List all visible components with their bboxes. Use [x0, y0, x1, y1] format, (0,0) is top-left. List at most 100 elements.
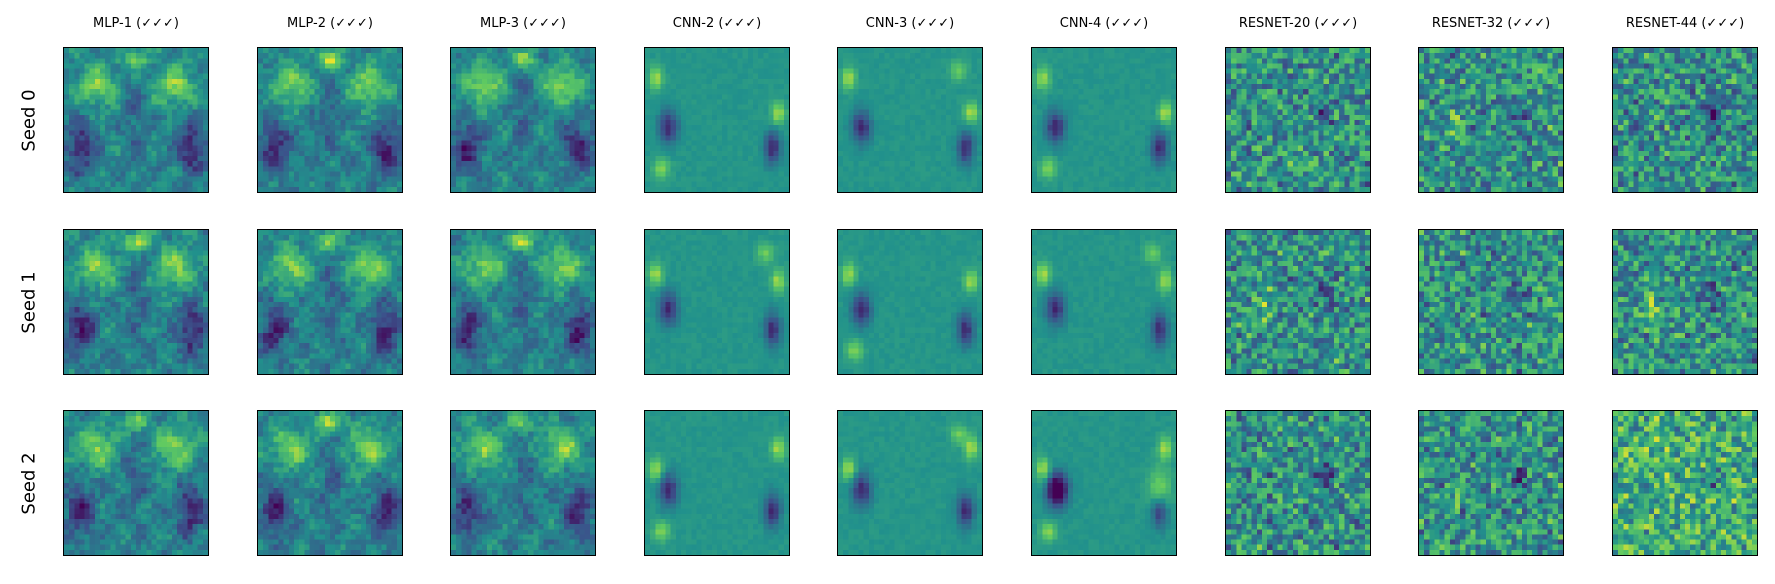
heatmap-cell: [589, 186, 595, 192]
heatmap-cell: [273, 140, 279, 146]
heatmap-cell: [1344, 48, 1350, 54]
heatmap-cell: [722, 181, 728, 187]
heatmap-cell: [391, 99, 397, 105]
heatmap-cell: [1032, 68, 1038, 74]
heatmap-cell: [579, 125, 585, 131]
heatmap-cell: [1062, 94, 1069, 100]
heatmap-cell: [665, 48, 671, 54]
heatmap-cell: [732, 135, 738, 141]
heatmap-cell: [584, 140, 590, 146]
heatmap-cell: [930, 109, 936, 115]
heatmap-cell: [722, 171, 728, 177]
heatmap-cell: [1344, 68, 1350, 74]
heatmap-cell: [268, 94, 274, 100]
heatmap-cell: [1083, 171, 1089, 177]
heatmap-cell: [696, 73, 702, 79]
heatmap-cell: [528, 135, 534, 141]
heatmap-cell: [553, 145, 560, 151]
heatmap-cell: [110, 135, 116, 141]
heatmap-cell: [115, 125, 121, 131]
heatmap-cell: [1349, 78, 1355, 85]
heatmap-cell: [783, 166, 789, 172]
heatmap-cell: [543, 63, 549, 69]
heatmap-cell: [1104, 120, 1110, 126]
heatmap-cell: [507, 84, 513, 90]
heatmap-cell: [564, 58, 570, 64]
heatmap-cell: [564, 84, 570, 90]
heatmap-cell: [696, 171, 702, 177]
heatmap-cell: [853, 114, 859, 121]
heatmap-cell: [1134, 171, 1141, 177]
heatmap-cell: [650, 73, 656, 79]
heatmap-cell: [732, 84, 738, 90]
heatmap-cell: [946, 120, 952, 126]
heatmap-cell: [512, 68, 518, 74]
heatmap-cell: [1114, 63, 1120, 69]
heatmap-cell: [533, 161, 539, 167]
heatmap-cell: [366, 99, 372, 105]
heatmap-cell: [1145, 48, 1151, 54]
heatmap-cell: [381, 109, 387, 115]
heatmap-cell: [1083, 89, 1089, 95]
heatmap-cell: [335, 140, 341, 146]
heatmap-cell: [125, 181, 131, 187]
heatmap-cell: [951, 63, 957, 69]
heatmap-cell: [466, 181, 472, 187]
heatmap-cell: [843, 161, 849, 167]
heatmap-cell: [1359, 89, 1365, 95]
heatmap-cell: [371, 78, 377, 85]
heatmap-cell: [584, 68, 590, 74]
heatmap-cell: [476, 104, 482, 110]
heatmap-cell: [100, 140, 106, 146]
heatmap-cell: [1134, 156, 1141, 162]
heatmap-cell: [763, 176, 769, 182]
heatmap-cell: [773, 94, 779, 100]
heatmap-cell: [773, 130, 779, 136]
heatmap-cell: [324, 68, 331, 74]
heatmap-cell: [335, 58, 341, 64]
heatmap-cell: [507, 73, 513, 79]
heatmap-cell: [763, 161, 769, 167]
heatmap-cell: [543, 68, 549, 74]
heatmap-cell: [1129, 109, 1135, 115]
heatmap-cell: [843, 73, 849, 79]
heatmap-cell: [330, 99, 336, 105]
heatmap-cell: [1226, 89, 1232, 95]
heatmap-cell: [1170, 150, 1176, 157]
heatmap-cell: [848, 53, 854, 59]
heatmap-cell: [335, 99, 341, 105]
heatmap-cell: [1241, 58, 1247, 64]
heatmap-cell: [497, 114, 503, 121]
heatmap-cell: [742, 78, 748, 85]
row-label: Seed 2: [19, 452, 40, 514]
heatmap-cell: [476, 176, 482, 182]
heatmap-cell: [371, 145, 377, 151]
heatmap-cell: [502, 150, 508, 157]
heatmap-cell: [848, 186, 854, 192]
heatmap-cell: [589, 53, 595, 59]
heatmap-cell: [1339, 78, 1345, 85]
heatmap-cell: [110, 68, 116, 74]
heatmap-cell: [717, 48, 723, 54]
heatmap-cell: [681, 73, 687, 79]
heatmap-cell: [136, 161, 142, 167]
heatmap-cell: [528, 114, 534, 121]
heatmap-cell: [1165, 125, 1171, 131]
heatmap-cell: [951, 84, 957, 90]
heatmap-cell: [783, 114, 789, 121]
heatmap-cell: [696, 135, 702, 141]
heatmap-cell: [466, 104, 472, 110]
heatmap-cell: [966, 114, 972, 121]
heatmap-cell: [1062, 48, 1069, 54]
heatmap-cell: [523, 120, 529, 126]
heatmap-cell: [120, 176, 126, 182]
heatmap-cell: [1032, 156, 1038, 162]
heatmap-cell: [946, 181, 952, 187]
heatmap-cell: [492, 161, 498, 167]
heatmap-cell: [1114, 114, 1120, 121]
heatmap-cell: [899, 125, 905, 131]
heatmap-cell: [283, 114, 289, 121]
heatmap-cell: [548, 161, 554, 167]
heatmap-cell: [1150, 130, 1156, 136]
heatmap-cell: [1145, 130, 1151, 136]
